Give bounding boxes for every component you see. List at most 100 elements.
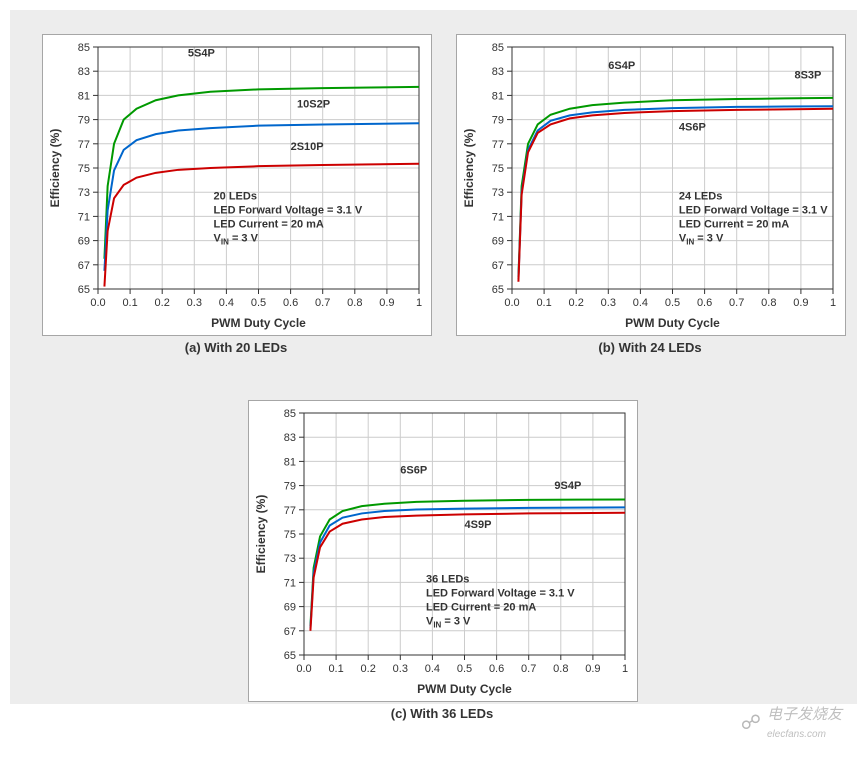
svg-text:2S10P: 2S10P: [291, 141, 324, 153]
svg-text:0.1: 0.1: [122, 297, 137, 309]
watermark-text: 电子发烧友: [767, 706, 842, 723]
svg-text:0.0: 0.0: [504, 297, 519, 309]
svg-text:81: 81: [78, 90, 90, 102]
svg-text:85: 85: [284, 408, 296, 420]
svg-text:0.6: 0.6: [283, 297, 298, 309]
svg-text:0.5: 0.5: [665, 297, 680, 309]
svg-text:67: 67: [492, 260, 504, 272]
svg-text:0.3: 0.3: [393, 663, 408, 675]
svg-text:LED Current = 20 mA: LED Current = 20 mA: [679, 218, 789, 230]
svg-text:0.2: 0.2: [361, 663, 376, 675]
svg-text:Efficiency (%): Efficiency (%): [48, 129, 62, 208]
svg-text:71: 71: [492, 211, 504, 223]
svg-text:0.3: 0.3: [187, 297, 202, 309]
svg-text:4S9P: 4S9P: [465, 519, 492, 531]
svg-text:85: 85: [78, 42, 90, 54]
svg-text:20 LEDs: 20 LEDs: [214, 190, 257, 202]
chart-a-caption: (a) With 20 LEDs: [42, 340, 430, 355]
svg-text:0.8: 0.8: [553, 663, 568, 675]
svg-text:1: 1: [622, 663, 628, 675]
svg-text:VIN = 3 V: VIN = 3 V: [214, 232, 259, 246]
svg-text:81: 81: [284, 456, 296, 468]
svg-text:0.1: 0.1: [536, 297, 551, 309]
chart-a-panel: 5S4P10S2P2S10P65676971737577798183850.00…: [42, 34, 432, 336]
svg-text:73: 73: [492, 187, 504, 199]
svg-text:0.6: 0.6: [697, 297, 712, 309]
watermark: ☍ 电子发烧友 elecfans.com: [741, 703, 842, 741]
chart-a-svg: 5S4P10S2P2S10P65676971737577798183850.00…: [43, 35, 431, 335]
svg-text:79: 79: [492, 115, 504, 127]
svg-text:VIN = 3 V: VIN = 3 V: [426, 615, 471, 629]
svg-text:0.8: 0.8: [347, 297, 362, 309]
svg-text:65: 65: [492, 284, 504, 296]
svg-text:1: 1: [416, 297, 422, 309]
svg-text:24 LEDs: 24 LEDs: [679, 190, 722, 202]
svg-text:0.7: 0.7: [521, 663, 536, 675]
chart-b-panel: 6S4P8S3P4S6P65676971737577798183850.00.1…: [456, 34, 846, 336]
svg-text:0.8: 0.8: [761, 297, 776, 309]
svg-text:10S2P: 10S2P: [297, 99, 330, 111]
svg-text:0.4: 0.4: [219, 297, 234, 309]
svg-text:Efficiency (%): Efficiency (%): [254, 495, 268, 574]
svg-text:0.2: 0.2: [155, 297, 170, 309]
svg-text:77: 77: [284, 505, 296, 517]
svg-text:0.5: 0.5: [251, 297, 266, 309]
svg-text:LED Forward Voltage = 3.1 V: LED Forward Voltage = 3.1 V: [426, 587, 575, 599]
figure-container: 5S4P 10S2P 2S10P 65 67 69 71 73 75 77 79 81 83 85 0.0 0…: [0, 0, 867, 759]
svg-text:0.6: 0.6: [489, 663, 504, 675]
watermark-icon: ☍: [741, 710, 761, 735]
svg-text:LED Forward Voltage = 3.1 V: LED Forward Voltage = 3.1 V: [214, 204, 363, 216]
svg-text:0.0: 0.0: [296, 663, 311, 675]
svg-text:65: 65: [284, 650, 296, 662]
svg-text:71: 71: [284, 577, 296, 589]
svg-text:0.5: 0.5: [457, 663, 472, 675]
svg-text:77: 77: [492, 139, 504, 151]
svg-text:75: 75: [492, 163, 504, 175]
svg-text:PWM Duty Cycle: PWM Duty Cycle: [211, 316, 306, 330]
svg-text:LED Forward Voltage = 3.1 V: LED Forward Voltage = 3.1 V: [679, 204, 828, 216]
svg-text:9S4P: 9S4P: [554, 480, 581, 492]
svg-text:79: 79: [78, 115, 90, 127]
svg-text:69: 69: [284, 602, 296, 614]
svg-text:83: 83: [492, 66, 504, 78]
chart-b-caption: (b) With 24 LEDs: [456, 340, 844, 355]
svg-text:0.3: 0.3: [601, 297, 616, 309]
svg-text:81: 81: [492, 90, 504, 102]
svg-text:0.4: 0.4: [425, 663, 440, 675]
svg-text:0.7: 0.7: [729, 297, 744, 309]
svg-text:65: 65: [78, 284, 90, 296]
figure-inset-bg: 5S4P 10S2P 2S10P 65 67 69 71 73 75 77 79 81 83 85 0.0 0…: [10, 10, 857, 704]
svg-text:71: 71: [78, 211, 90, 223]
svg-text:1: 1: [830, 297, 836, 309]
svg-text:79: 79: [284, 481, 296, 493]
svg-text:6S6P: 6S6P: [400, 465, 427, 477]
svg-text:LED Current = 20 mA: LED Current = 20 mA: [426, 601, 536, 613]
svg-text:LED Current = 20 mA: LED Current = 20 mA: [214, 218, 324, 230]
svg-text:67: 67: [78, 260, 90, 272]
svg-text:77: 77: [78, 139, 90, 151]
svg-text:75: 75: [78, 163, 90, 175]
svg-text:0.0: 0.0: [90, 297, 105, 309]
svg-text:73: 73: [284, 553, 296, 565]
watermark-sub: elecfans.com: [767, 729, 826, 740]
svg-text:0.9: 0.9: [793, 297, 808, 309]
chart-c-caption: (c) With 36 LEDs: [248, 706, 636, 721]
svg-text:36 LEDs: 36 LEDs: [426, 573, 469, 585]
svg-text:6S4P: 6S4P: [608, 60, 635, 72]
svg-text:PWM Duty Cycle: PWM Duty Cycle: [625, 316, 720, 330]
svg-text:83: 83: [284, 432, 296, 444]
svg-text:5S4P: 5S4P: [188, 48, 215, 60]
svg-text:85: 85: [492, 42, 504, 54]
svg-text:0.4: 0.4: [633, 297, 648, 309]
svg-text:75: 75: [284, 529, 296, 541]
svg-text:0.9: 0.9: [379, 297, 394, 309]
svg-text:73: 73: [78, 187, 90, 199]
svg-text:69: 69: [78, 236, 90, 248]
svg-text:PWM Duty Cycle: PWM Duty Cycle: [417, 682, 512, 696]
svg-text:0.7: 0.7: [315, 297, 330, 309]
svg-text:VIN = 3 V: VIN = 3 V: [679, 232, 724, 246]
svg-text:8S3P: 8S3P: [794, 69, 821, 81]
svg-text:4S6P: 4S6P: [679, 121, 706, 133]
chart-c-svg: 6S6P9S4P4S9P65676971737577798183850.00.1…: [249, 401, 637, 701]
svg-text:67: 67: [284, 626, 296, 638]
